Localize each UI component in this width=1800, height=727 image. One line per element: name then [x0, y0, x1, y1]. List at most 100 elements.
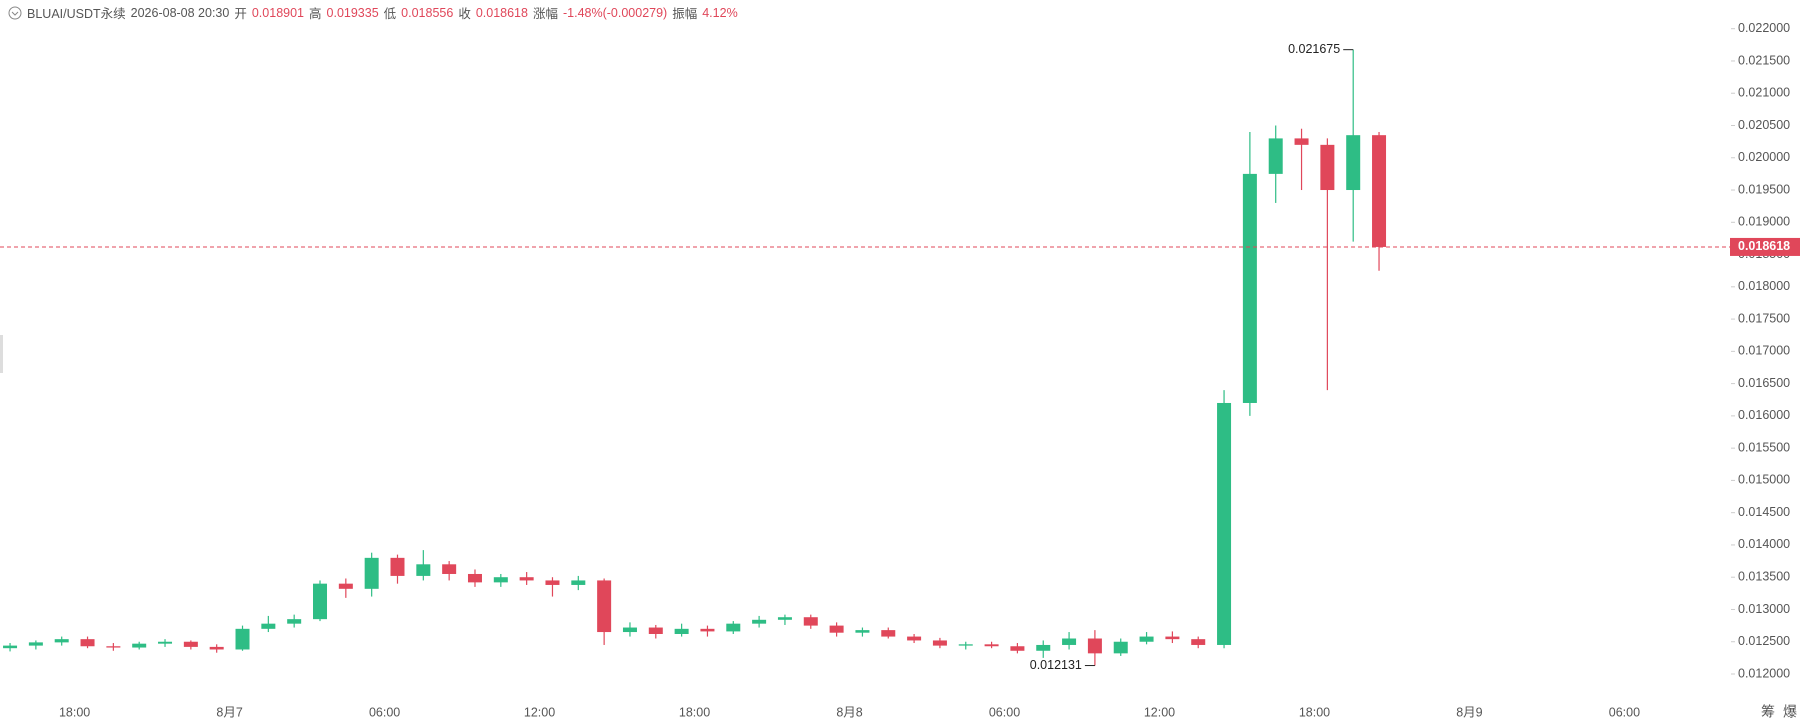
body [235, 628, 250, 650]
body [984, 644, 999, 647]
body [1346, 135, 1361, 191]
y-tick-label: 0.016500 [1738, 376, 1790, 390]
body [183, 641, 198, 647]
header: BLUAI/USDT永续 2026-08-08 20:30 开 0.018901 … [8, 3, 738, 22]
body [1165, 636, 1180, 640]
body [519, 577, 534, 581]
y-tick-label: 0.020000 [1738, 150, 1790, 164]
collapse-icon[interactable] [8, 6, 22, 20]
label: 低 [383, 7, 397, 21]
body [493, 577, 508, 583]
body [726, 623, 741, 632]
body [752, 619, 767, 624]
value: 0.019335 [326, 5, 379, 20]
y-tick-label: 0.016000 [1738, 408, 1790, 422]
body [1191, 639, 1206, 645]
body [442, 564, 457, 574]
body [80, 639, 95, 647]
body [648, 627, 663, 634]
min-label: 0.012131 [1030, 658, 1082, 672]
body [1242, 173, 1257, 403]
y-tick-label: 0.022000 [1738, 21, 1790, 35]
body [209, 646, 224, 650]
label: 开 [234, 7, 247, 21]
body [803, 617, 818, 626]
body [54, 639, 69, 643]
body [907, 636, 922, 641]
tool[interactable]: 爆 [1783, 704, 1797, 720]
symbol: BLUAI/USDT永续 [27, 7, 126, 21]
body [932, 640, 947, 646]
y-tick-label: 0.012000 [1738, 666, 1790, 680]
y-tick-label: 0.017000 [1738, 344, 1790, 358]
time: 2026-08-08 20:30 [130, 5, 230, 20]
body [1010, 646, 1025, 651]
body [28, 642, 43, 646]
body [958, 644, 973, 646]
body [106, 646, 121, 648]
body [777, 617, 792, 620]
body [390, 557, 405, 576]
value: 0.018618 [475, 5, 528, 20]
y-tick-label: 0.017500 [1738, 311, 1790, 325]
body [416, 564, 431, 576]
price-tag [1730, 237, 1800, 256]
body [467, 573, 482, 583]
y-tick-label: 0.014500 [1738, 505, 1790, 519]
label: 振幅 [672, 7, 698, 21]
x-tick-label: 12:00 [524, 705, 555, 719]
body [338, 583, 353, 589]
y-tick-label: 0.013000 [1738, 602, 1790, 616]
x-tick-label: 06:00 [369, 705, 400, 719]
y-tick-label: 0.018000 [1738, 279, 1790, 293]
body [1113, 641, 1128, 654]
x-tick-label: 06:00 [1609, 705, 1640, 719]
value: 0.018556 [401, 5, 454, 20]
x-tick-label: 18:00 [59, 705, 90, 719]
x-tick-label: 8月8 [836, 705, 862, 719]
x-tick-label: 8月9 [1456, 705, 1482, 719]
body [881, 630, 896, 637]
y-tick-label: 0.019500 [1738, 182, 1790, 196]
body [855, 630, 870, 633]
x-tick-label: 18:00 [1299, 705, 1330, 719]
side-handle[interactable] [0, 335, 3, 373]
y-tick-label: 0.012500 [1738, 634, 1790, 648]
body [3, 645, 18, 649]
body [1268, 138, 1283, 174]
body [313, 583, 328, 620]
x-tick-label: 8月7 [216, 705, 242, 719]
body [1217, 402, 1232, 645]
price-tag-label: 0.018618 [1738, 239, 1790, 253]
x-tick-label: 18:00 [679, 705, 710, 719]
body [1139, 636, 1154, 642]
body [261, 623, 276, 629]
x-tick-label: 12:00 [1144, 705, 1175, 719]
value: 4.12% [702, 5, 738, 20]
body [132, 643, 147, 648]
body [1320, 144, 1335, 191]
y-tick-label: 0.015000 [1738, 473, 1790, 487]
body [597, 580, 612, 633]
y-tick-label: 0.020500 [1738, 118, 1790, 132]
y-tick-label: 0.014000 [1738, 537, 1790, 551]
body [700, 628, 715, 632]
label: 收 [458, 7, 471, 21]
body [1062, 638, 1077, 645]
body [158, 641, 173, 644]
body [364, 557, 379, 589]
x-tick-label: 06:00 [989, 705, 1020, 719]
body [1294, 138, 1309, 145]
body [1372, 135, 1387, 247]
body [1087, 638, 1102, 654]
body [674, 628, 689, 634]
body [622, 627, 637, 633]
body [1036, 644, 1051, 651]
body [571, 580, 586, 585]
y-tick-label: 0.015500 [1738, 440, 1790, 454]
y-tick-label: 0.019000 [1738, 215, 1790, 229]
tool[interactable]: 筹 [1761, 704, 1775, 720]
value: 0.018901 [251, 5, 304, 20]
